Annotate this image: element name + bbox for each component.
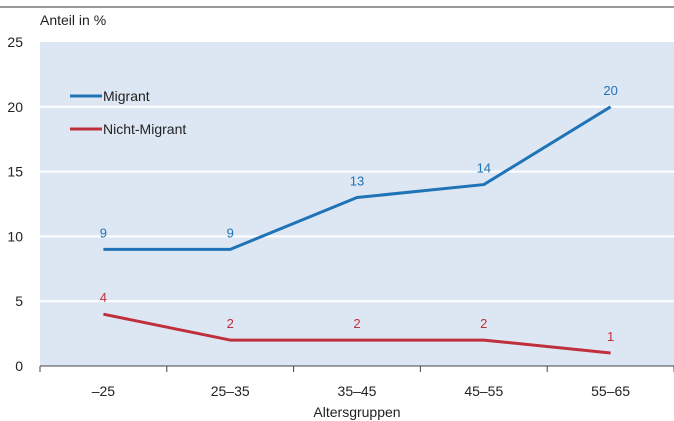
x-tick-label: 45–55 (464, 383, 503, 399)
data-label: 1 (607, 329, 614, 344)
y-tick-label: 15 (7, 164, 23, 180)
data-label: 2 (353, 316, 360, 331)
y-axis-title: Anteil in % (40, 12, 106, 28)
data-labels: 9 9 13 14 20 4 2 2 2 1 (100, 83, 618, 344)
y-tick-label: 10 (7, 228, 23, 244)
data-label: 2 (480, 316, 487, 331)
plot-area (40, 42, 674, 366)
y-tick-label: 25 (7, 34, 23, 50)
data-label: 4 (100, 290, 107, 305)
series-line-nicht-migrant (103, 312, 611, 355)
data-label: 14 (477, 161, 491, 176)
gridlines (40, 105, 674, 303)
series-lines (103, 105, 612, 355)
data-label: 2 (227, 316, 234, 331)
data-label: 20 (603, 83, 617, 98)
y-tick-label: 20 (7, 99, 23, 115)
y-axis-ticks: 0 5 10 15 20 25 (7, 34, 23, 374)
data-label: 13 (350, 174, 364, 189)
x-tick-label: 55–65 (591, 383, 630, 399)
legend-label: Nicht-Migrant (103, 121, 186, 137)
data-label: 9 (227, 225, 234, 240)
data-label: 9 (100, 225, 107, 240)
x-tick-label: 35–45 (338, 383, 377, 399)
legend-label: Migrant (103, 88, 150, 104)
y-tick-label: 5 (15, 293, 23, 309)
x-axis: –25 25–35 35–45 45–55 55–65 (39, 365, 674, 399)
series-line-migrant (103, 105, 612, 251)
legend: Migrant Nicht-Migrant (70, 88, 186, 137)
y-tick-label: 0 (15, 358, 23, 374)
x-tick-label: –25 (92, 383, 116, 399)
x-tick-label: 25–35 (211, 383, 250, 399)
x-axis-title: Altersgruppen (313, 404, 400, 420)
